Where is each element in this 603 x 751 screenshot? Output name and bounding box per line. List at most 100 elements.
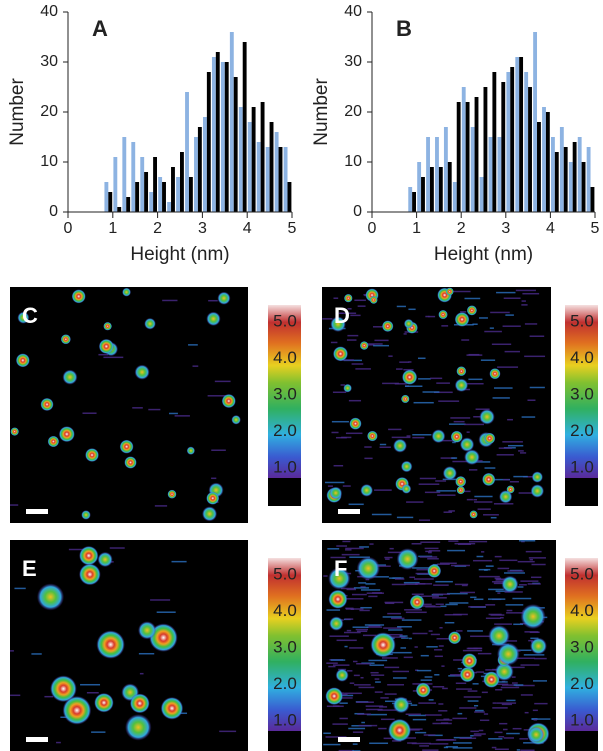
noise-streak [109,547,125,549]
scale-bar [26,737,48,742]
noise-streak [86,692,99,694]
bar [590,187,595,212]
noise-streak [80,683,101,686]
noise-streak [524,631,539,633]
noise-streak [466,647,478,650]
particle [469,510,478,519]
noise-streak [487,598,506,600]
noise-streak [520,749,535,751]
noise-streak [389,547,394,550]
noise-streak [497,592,501,594]
noise-streak [387,612,401,615]
noise-streak [440,439,460,442]
noise-streak [82,412,97,414]
particle [50,675,77,703]
noise-streak [331,431,339,434]
bar [563,147,568,212]
particle [456,366,467,377]
noise-streak [435,719,453,721]
noise-streak [345,608,364,610]
noise-streak [506,732,520,735]
noise-streak [330,556,346,559]
particle [494,662,514,682]
particle [10,427,19,436]
bar [162,182,166,212]
particle [369,295,378,304]
particle [97,551,113,568]
colorbar-label: 1.0 [570,710,594,729]
noise-streak [387,684,405,686]
noise-streak [408,308,416,311]
noise-streak [368,576,389,578]
particle [202,506,218,522]
noise-streak [345,598,364,600]
noise-streak [336,639,357,642]
noise-streak [420,595,439,597]
noise-streak [384,601,404,604]
particle [438,309,448,320]
noise-streak [470,635,490,638]
noise-streak [488,588,504,591]
panel-label: C [22,303,38,328]
image-background [10,540,248,751]
noise-streak [437,738,454,741]
noise-streak [434,674,440,676]
bar [572,142,577,212]
particle [79,563,101,586]
noise-streak [447,549,466,552]
particle [415,682,431,698]
noise-streak [523,654,545,656]
noise-streak [324,481,345,484]
noise-streak [470,596,477,599]
noise-streak [419,745,429,747]
noise-streak [519,584,527,586]
noise-streak [443,511,453,513]
noise-streak [434,649,443,651]
noise-streak [349,556,370,558]
afm-image [322,287,551,523]
bar [497,137,502,212]
particle [206,491,220,505]
noise-streak [436,382,450,384]
noise-streak [459,737,477,740]
particle [401,484,412,494]
colorbar-label: 1.0 [570,457,594,476]
noise-streak [448,510,455,512]
particle [427,563,442,578]
y-tick-label: 40 [344,3,362,20]
noise-streak [448,540,459,542]
noise-streak [386,633,403,636]
noise-streak [391,583,406,586]
noise-streak [416,669,432,672]
bar [229,32,234,212]
colorbar-label: 4.0 [273,601,297,620]
noise-streak [517,586,524,588]
colorbar-black [268,478,301,506]
noise-streak [365,705,384,707]
particle [60,334,71,345]
particle [81,510,91,520]
noise-streak [326,705,344,708]
bar [568,162,573,212]
noise-streak [421,605,436,607]
noise-streak [326,662,338,664]
noise-streak [400,647,407,649]
noise-streak [499,722,508,725]
particle [122,287,132,297]
noise-streak [348,399,362,402]
noise-streak [473,416,481,418]
noise-streak [325,736,347,738]
particle [396,548,419,570]
noise-streak [371,674,385,676]
noise-streak [518,540,536,542]
noise-streak [464,490,471,493]
particle [454,312,470,327]
bar [492,72,497,212]
particle [160,697,184,720]
noise-streak [353,587,369,589]
noise-streak [493,387,513,389]
particle [328,567,351,590]
noise-streak [492,581,506,583]
particle [58,426,75,443]
bar [194,137,198,212]
